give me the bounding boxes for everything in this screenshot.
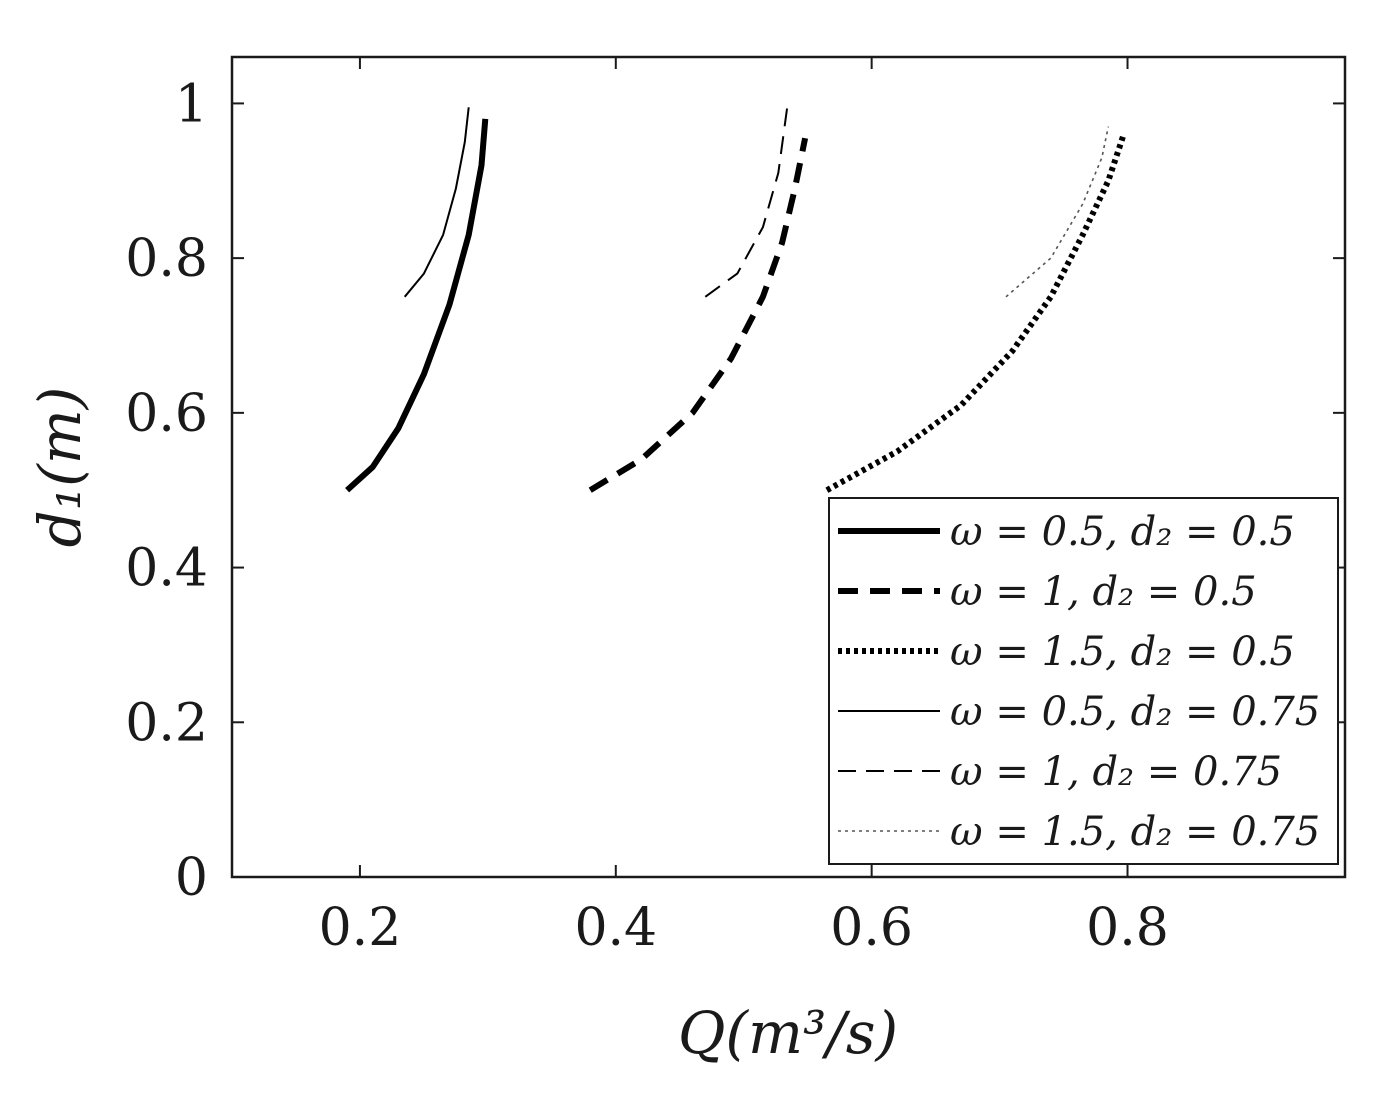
x-axis-label: Q(m³/s) (678, 999, 898, 1067)
x-tick-label: 0.6 (830, 898, 913, 958)
y-axis-label: d₁(m) (26, 387, 94, 548)
y-tick-label: 1 (175, 74, 208, 134)
x-tick-label: 0.2 (319, 898, 402, 958)
series-line-5 (704, 107, 789, 298)
series-layer (345, 107, 1127, 493)
y-tick-label: 0 (175, 848, 208, 908)
legend-label-1: ω = 0.5, d₂ = 0.5 (950, 509, 1295, 555)
axis-ticks: 0.2 0.4 0.6 0.8 0 0.2 0.4 0.6 0.8 1 (125, 57, 1345, 958)
legend: ω = 0.5, d₂ = 0.5 ω = 1, d₂ = 0.5 ω = 1.5,… (828, 497, 1339, 865)
series-line-2 (588, 137, 809, 493)
legend-label-5: ω = 1, d₂ = 0.75 (950, 749, 1282, 795)
series-line-1 (345, 118, 489, 493)
legend-box (828, 497, 1339, 865)
y-tick-label: 0.2 (125, 693, 208, 753)
y-tick-label: 0.8 (125, 229, 208, 289)
y-tick-label: 0.6 (125, 384, 208, 444)
legend-label-4: ω = 0.5, d₂ = 0.75 (950, 689, 1320, 735)
y-tick-label: 0.4 (125, 539, 208, 599)
series-line-4 (403, 107, 470, 298)
legend-label-2: ω = 1, d₂ = 0.5 (950, 569, 1257, 615)
legend-label-3: ω = 1.5, d₂ = 0.5 (950, 629, 1295, 675)
legend-entries: ω = 0.5, d₂ = 0.5 ω = 1, d₂ = 0.5 ω = 1.5,… (838, 509, 1320, 855)
series-line-6 (1005, 126, 1110, 298)
series-line-3 (825, 133, 1127, 493)
x-tick-label: 0.8 (1086, 898, 1169, 958)
legend-label-6: ω = 1.5, d₂ = 0.75 (950, 809, 1320, 855)
x-tick-label: 0.4 (574, 898, 657, 958)
